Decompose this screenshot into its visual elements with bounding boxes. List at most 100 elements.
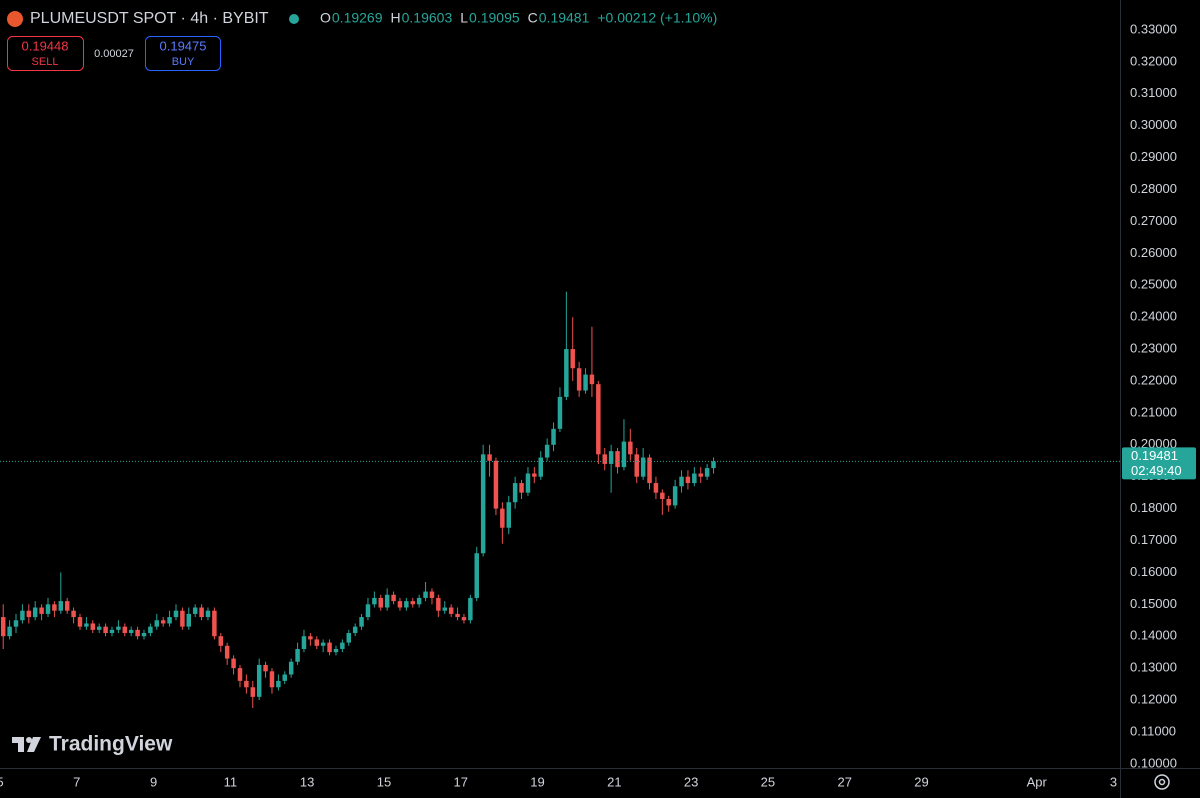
candle-body [327,642,332,653]
y-tick-label: 0.16000 [1130,564,1177,579]
x-tick-label: 9 [150,774,157,789]
candle-body [397,601,403,608]
status-dot [289,14,299,24]
candle-body [692,473,697,484]
ohlc-label: O [320,10,331,26]
y-tick-label: 0.23000 [1130,340,1177,355]
y-tick-label: 0.11000 [1130,723,1176,738]
candle-body [109,629,115,634]
candle-body [653,483,659,493]
ohlc-value: 0.19603 [402,10,453,26]
buy-button[interactable] [145,36,221,71]
logo-part [27,737,41,752]
candle-body [391,594,396,602]
candle-body [167,617,172,624]
settings-icon[interactable] [1154,774,1170,790]
x-tick-label: 23 [684,774,698,789]
candle-body [256,664,262,697]
sell-button[interactable] [7,36,84,71]
x-tick-label: 3 [1110,774,1117,789]
candle-body [244,680,249,688]
candle-body [615,451,620,468]
candle-body [372,597,377,605]
gear-center [1158,778,1166,786]
candle-body [404,601,409,608]
candle-body [551,428,556,445]
candle-body [58,601,64,611]
y-tick-label: 0.25000 [1130,277,1177,292]
candle-body [525,473,531,493]
y-tick-label: 0.28000 [1130,181,1177,196]
candle-body [314,639,320,646]
candle-body [90,623,96,630]
x-tick-label: 21 [607,774,621,789]
candle-body [301,636,307,649]
last-price-label: 0.19481 [1131,448,1178,463]
y-tick-label: 0.10000 [1130,755,1177,770]
candle-body [26,610,32,618]
candle-body [468,597,473,621]
candle-body [160,620,166,624]
ohlc-label: C [528,10,538,26]
candle-body [461,617,467,621]
candle-body [378,597,383,608]
candle-body [346,633,352,643]
candle-body [148,626,153,634]
candle-body [52,604,57,611]
candle-body [698,473,703,477]
candle-body [39,607,44,614]
candle-body [186,613,192,627]
candle-body [250,687,256,697]
candle-body [84,623,89,627]
candle-body [532,473,537,477]
candle-body [340,642,345,649]
candle-body [135,629,140,637]
x-tick-label: 25 [761,774,775,789]
candle-body [308,636,313,640]
x-tick-label: 13 [300,774,314,789]
candle-body [128,629,134,634]
candle-body [487,454,492,461]
candle-body [7,626,12,637]
sell-label: SELL [32,56,59,68]
candle-body [269,671,275,688]
candle-body [224,645,230,659]
candle-body [64,601,70,611]
candle-body [32,607,38,618]
x-tick-label: 29 [914,774,928,789]
candle-body [295,648,300,662]
x-tick-label: 19 [530,774,544,789]
candle-body [576,368,582,391]
candle-body [500,508,505,528]
logo-part [26,737,32,743]
candle-body [103,626,108,634]
candle-body [0,617,6,637]
y-tick-label: 0.12000 [1130,691,1177,706]
logo-part [12,737,24,752]
candle-body [474,553,479,598]
candle-body [122,626,128,634]
candle-body [141,633,147,637]
candle-body [116,626,121,630]
y-tick-label: 0.22000 [1130,372,1177,387]
candle-body [276,680,281,688]
candle-body [288,661,294,675]
candle-body [352,626,358,634]
candle-body [96,626,102,630]
candle-body [442,607,447,611]
candle-body [212,610,217,637]
candle-body [666,499,671,506]
candle-body [512,483,518,503]
candle-body [672,486,678,506]
ohlc-legend: O 0.19269 H 0.19603 L 0.19095 C 0.19481 +0.00212… [320,10,717,26]
candle-body [423,591,428,598]
ohlc-value: 0.19269 [332,10,383,26]
x-tick-label: 7 [73,774,80,789]
candle-body [634,454,639,477]
x-tick-label: 5 [0,774,4,789]
candle-body [544,444,550,458]
watermark-logo [12,737,41,752]
candle-body [493,460,499,509]
symbol-logo [7,11,23,27]
